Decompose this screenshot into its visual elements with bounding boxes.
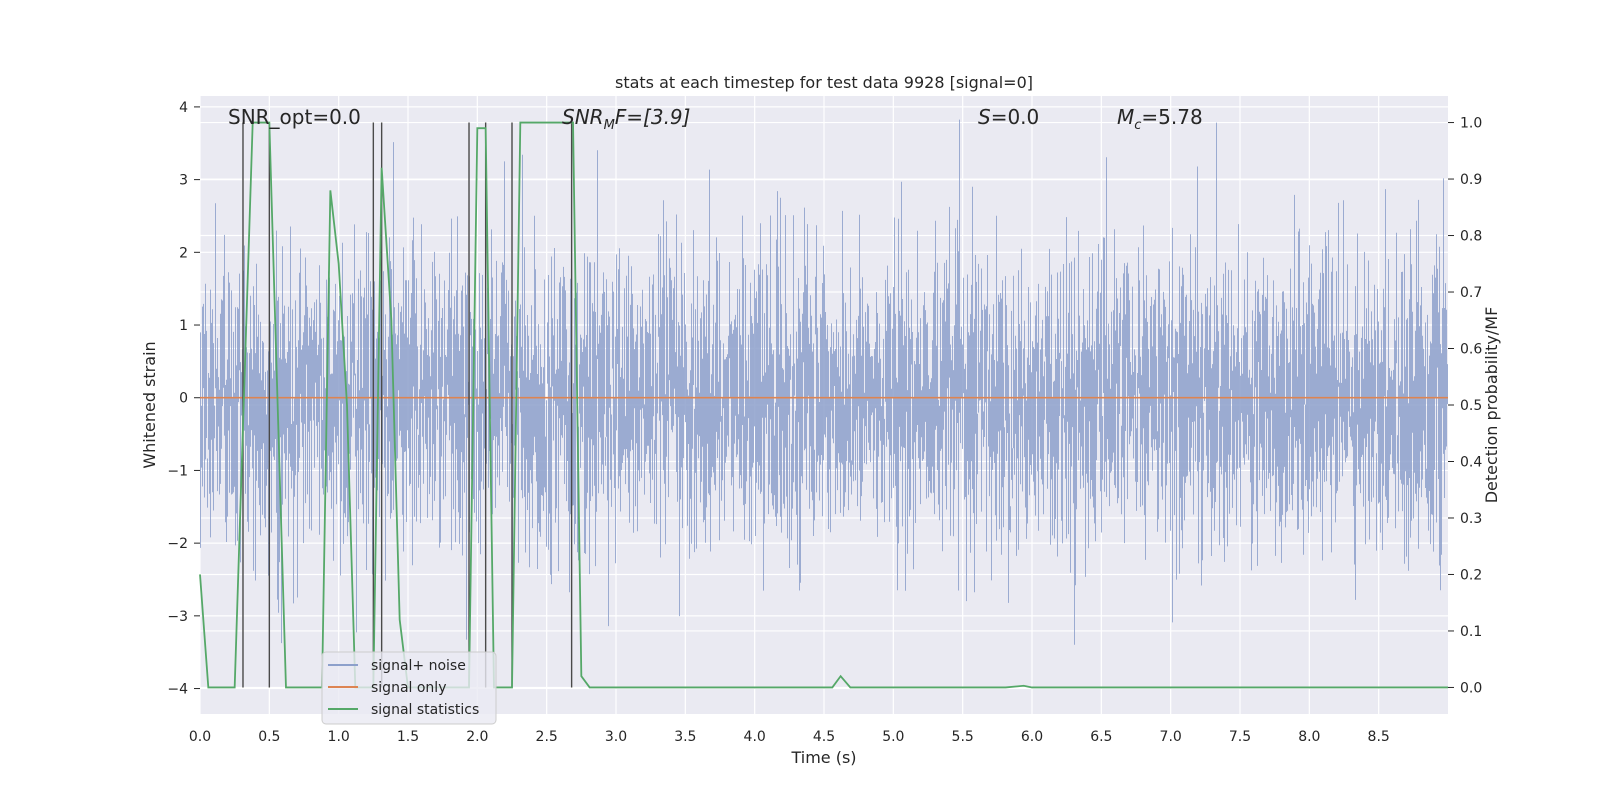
annotation-mc-base: M <box>1117 105 1134 129</box>
legend-label-signal-only: signal only <box>371 680 446 696</box>
right-y-axis-ticks: 0.0 0.1 0.2 0.3 0.4 0.5 0.6 0.7 0.8 0.9 1.0 <box>1448 116 1482 696</box>
left-y-tick-label-6: 2 <box>179 245 188 261</box>
right-y-tick-label-1: 0.1 <box>1460 624 1482 640</box>
x-tick-label-11: 5.5 <box>952 729 974 745</box>
left-y-tick-label-5: 1 <box>179 318 188 334</box>
x-tick-label-13: 6.5 <box>1090 729 1112 745</box>
legend-label-signal-statistics: signal statistics <box>371 702 479 718</box>
annotation-snr-mf-base: SNR <box>562 105 604 129</box>
right-y-tick-label-6: 0.6 <box>1460 342 1482 358</box>
annotation-mc: Mc=5.78 <box>1117 105 1203 133</box>
x-tick-label-17: 8.5 <box>1368 729 1390 745</box>
x-tick-label-14: 7.0 <box>1160 729 1182 745</box>
x-tick-label-9: 4.5 <box>813 729 835 745</box>
x-tick-label-2: 1.0 <box>328 729 350 745</box>
x-tick-label-3: 1.5 <box>397 729 419 745</box>
x-tick-label-15: 7.5 <box>1229 729 1251 745</box>
vertical-markers <box>242 122 573 688</box>
x-tick-label-1: 0.5 <box>258 729 280 745</box>
left-y-tick-label-8: 4 <box>179 100 188 116</box>
right-y-tick-label-3: 0.3 <box>1460 511 1482 527</box>
x-tick-label-6: 3.0 <box>605 729 627 745</box>
right-y-tick-label-5: 0.5 <box>1460 398 1482 414</box>
x-axis-ticks: 0.0 0.5 1.0 1.5 2.0 2.5 3.0 3.5 4.0 4.5 5.0 5.5 6.0 6… <box>189 729 1390 745</box>
left-y-tick-label-4: 0 <box>179 391 188 407</box>
x-tick-label-0: 0.0 <box>189 729 211 745</box>
annotation-s-var: S <box>978 105 991 129</box>
x-tick-label-5: 2.5 <box>536 729 558 745</box>
x-tick-label-10: 5.0 <box>882 729 904 745</box>
right-y-tick-label-10: 1.0 <box>1460 116 1482 132</box>
right-y-tick-label-9: 0.9 <box>1460 172 1482 188</box>
x-tick-label-16: 8.0 <box>1298 729 1320 745</box>
right-y-tick-label-7: 0.7 <box>1460 285 1482 301</box>
legend-label-signal-noise: signal+ noise <box>371 658 466 674</box>
left-y-tick-label-3: −1 <box>167 463 188 479</box>
annotation-snr-opt: SNR_opt=0.0 <box>228 105 361 129</box>
x-tick-label-4: 2.0 <box>466 729 488 745</box>
x-tick-label-12: 6.0 <box>1021 729 1043 745</box>
annotation-mc-val: =5.78 <box>1141 105 1202 129</box>
left-y-tick-label-7: 3 <box>179 173 188 189</box>
annotation-snr-mf-sub: M <box>604 118 615 133</box>
x-tick-label-7: 3.5 <box>674 729 696 745</box>
annotation-mc-sub: c <box>1134 118 1141 133</box>
left-y-axis-ticks: −4 −3 −2 −1 0 1 2 3 4 <box>167 100 200 698</box>
annotation-snr-mf: SNRMF=[3.9] <box>562 105 690 133</box>
right-y-tick-label-0: 0.0 <box>1460 680 1482 696</box>
x-tick-label-8: 4.0 <box>744 729 766 745</box>
annotation-s: S=0.0 <box>978 105 1039 129</box>
right-y-tick-label-2: 0.2 <box>1460 567 1482 583</box>
right-y-axis-label: Detection probability/MF <box>1482 307 1501 504</box>
left-y-tick-label-0: −4 <box>167 682 188 698</box>
left-y-tick-label-1: −3 <box>167 609 188 625</box>
chart-title: stats at each timestep for test data 992… <box>615 73 1033 92</box>
annotation-s-val: =0.0 <box>991 105 1040 129</box>
right-y-tick-label-4: 0.4 <box>1460 454 1482 470</box>
right-y-tick-label-8: 0.8 <box>1460 229 1482 245</box>
left-y-tick-label-2: −2 <box>167 536 188 552</box>
x-axis-label: Time (s) <box>790 748 856 767</box>
legend-box <box>321 651 497 725</box>
legend: signal+ noise signal only signal statist… <box>321 651 497 725</box>
annotation-snr-mf-tail: F=[3.9] <box>615 105 691 129</box>
left-y-axis-label: Whitened strain <box>140 341 159 468</box>
